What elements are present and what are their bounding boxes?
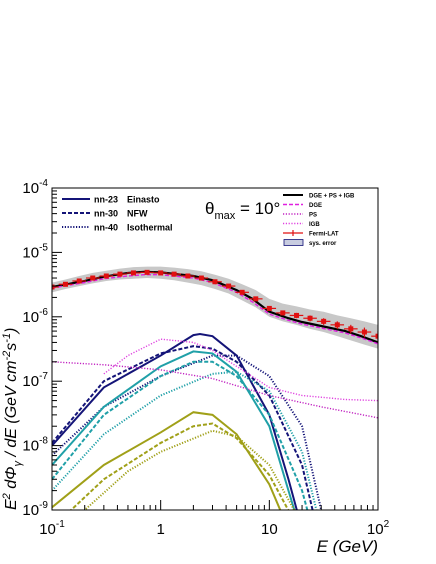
tick-label-base: 10 bbox=[367, 521, 384, 538]
fermi-point bbox=[321, 318, 327, 324]
legend-label: sys. error bbox=[309, 241, 337, 247]
fermi-point bbox=[307, 315, 313, 321]
legend-label: nn-23 bbox=[94, 195, 118, 205]
fermi-point bbox=[158, 270, 164, 276]
fermi-point bbox=[130, 270, 136, 276]
legend-profile: NFW bbox=[127, 209, 148, 219]
tick-label-base: 10 bbox=[22, 438, 39, 455]
x-axis-label: E (GeV) bbox=[317, 537, 378, 556]
y-label-part: -1 bbox=[1, 333, 13, 343]
fermi-point bbox=[280, 310, 286, 316]
tick-label-base: 10 bbox=[22, 373, 39, 390]
legend-label: PS bbox=[309, 213, 317, 219]
tick-label: 102 bbox=[367, 519, 390, 538]
tick-label-base: 10 bbox=[22, 502, 39, 519]
legend-label: DGE bbox=[309, 203, 322, 209]
tick-label-exp: -1 bbox=[56, 519, 65, 530]
dm-line bbox=[52, 411, 282, 510]
legend-swatch bbox=[283, 239, 304, 246]
fermi-point bbox=[185, 273, 191, 279]
legend-label: nn-40 bbox=[94, 223, 118, 233]
fermi-point bbox=[103, 273, 109, 279]
fermi-point bbox=[266, 305, 272, 311]
tick-label: 10-6 bbox=[22, 307, 48, 326]
tick-label: 10-1 bbox=[39, 519, 65, 538]
y-label-part: 2 bbox=[1, 493, 13, 500]
tick-label: 10 bbox=[261, 521, 278, 538]
tick-label-base: 10 bbox=[39, 521, 56, 538]
tick-label-exp: 2 bbox=[384, 519, 390, 530]
fermi-point bbox=[375, 333, 378, 339]
y-axis-label: E2 dΦγ / dE (GeV cm-2s-1) bbox=[1, 328, 24, 510]
tick-label-exp: -4 bbox=[39, 178, 48, 189]
fermi-point bbox=[361, 329, 367, 335]
fermi-point bbox=[226, 283, 232, 289]
y-label-part: -2 bbox=[1, 351, 13, 361]
dm-line bbox=[69, 422, 290, 510]
tick-label: 10-5 bbox=[22, 242, 48, 261]
y-label-part: ) bbox=[3, 328, 20, 335]
tick-label-exp: -7 bbox=[39, 371, 48, 382]
fermi-point bbox=[76, 278, 82, 284]
tick-label: 10-7 bbox=[22, 371, 48, 390]
fermi-point bbox=[90, 275, 96, 281]
y-label-part: s bbox=[3, 343, 20, 351]
tick-label: 10-9 bbox=[22, 500, 48, 519]
legend-label: IGB bbox=[309, 222, 320, 228]
tick-label-exp: -5 bbox=[39, 242, 48, 253]
fermi-point bbox=[212, 279, 218, 285]
y-label-part: E bbox=[3, 499, 20, 510]
legend-label: nn-30 bbox=[94, 209, 118, 219]
fermi-point bbox=[171, 271, 177, 277]
annotation-part: max bbox=[214, 210, 235, 222]
legend-profile: Einasto bbox=[127, 195, 160, 205]
dm-line bbox=[52, 360, 309, 510]
tick-label-exp: -9 bbox=[39, 500, 48, 511]
tick-label-base: 10 bbox=[22, 309, 39, 326]
legend-label: DGE + PS + IGB bbox=[309, 194, 355, 200]
plot-area bbox=[52, 266, 378, 510]
dm-line bbox=[52, 354, 323, 510]
fermi-point bbox=[294, 312, 300, 318]
fermi-point bbox=[253, 296, 259, 302]
dm-line bbox=[52, 350, 296, 510]
legend-label: Fermi-LAT bbox=[309, 232, 339, 238]
y-label-part: γ bbox=[12, 459, 24, 466]
legend-profile: Isothermal bbox=[127, 223, 173, 233]
tick-label-exp: -8 bbox=[39, 436, 48, 447]
tick-label: 1 bbox=[156, 521, 164, 538]
dm-line bbox=[52, 333, 298, 510]
tick-label: 10-8 bbox=[22, 436, 48, 455]
tick-label-exp: -6 bbox=[39, 307, 48, 318]
fermi-point bbox=[117, 271, 123, 277]
annotation-part: = 10° bbox=[235, 199, 280, 218]
tick-label: 10-4 bbox=[22, 178, 48, 197]
tick-label-base: 10 bbox=[22, 244, 39, 261]
annotation-part: θ bbox=[205, 199, 214, 218]
fermi-point bbox=[239, 289, 245, 295]
y-label-part: dΦ bbox=[3, 466, 20, 493]
fermi-point bbox=[52, 284, 55, 290]
fermi-point bbox=[348, 326, 354, 332]
tick-label-base: 10 bbox=[22, 180, 39, 197]
y-label-part: / dE (GeV cm bbox=[3, 361, 20, 461]
fermi-point bbox=[334, 322, 340, 328]
frame bbox=[51, 187, 379, 511]
series-line bbox=[103, 338, 378, 402]
fermi-point bbox=[62, 281, 68, 287]
fermi-point bbox=[144, 269, 150, 275]
fermi-point bbox=[198, 275, 204, 281]
dm-line bbox=[52, 370, 318, 510]
annotation: θmax = 10° bbox=[205, 199, 280, 222]
